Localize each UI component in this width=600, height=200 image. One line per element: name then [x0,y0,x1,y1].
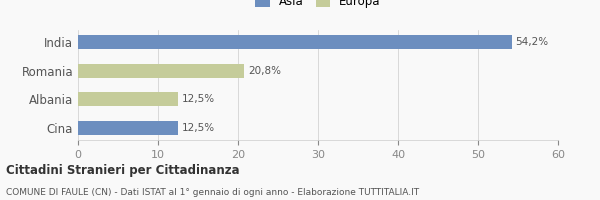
Bar [78,64,244,78]
Text: 20,8%: 20,8% [248,66,281,76]
Text: COMUNE DI FAULE (CN) - Dati ISTAT al 1° gennaio di ogni anno - Elaborazione TUTT: COMUNE DI FAULE (CN) - Dati ISTAT al 1° … [6,188,419,197]
Bar [78,121,178,135]
Legend: Asia, Europa: Asia, Europa [252,0,384,12]
Text: 12,5%: 12,5% [182,94,215,104]
Text: 54,2%: 54,2% [515,37,549,47]
Bar [78,92,178,106]
Text: Cittadini Stranieri per Cittadinanza: Cittadini Stranieri per Cittadinanza [6,164,239,177]
Text: 12,5%: 12,5% [182,123,215,133]
Bar [78,35,512,49]
